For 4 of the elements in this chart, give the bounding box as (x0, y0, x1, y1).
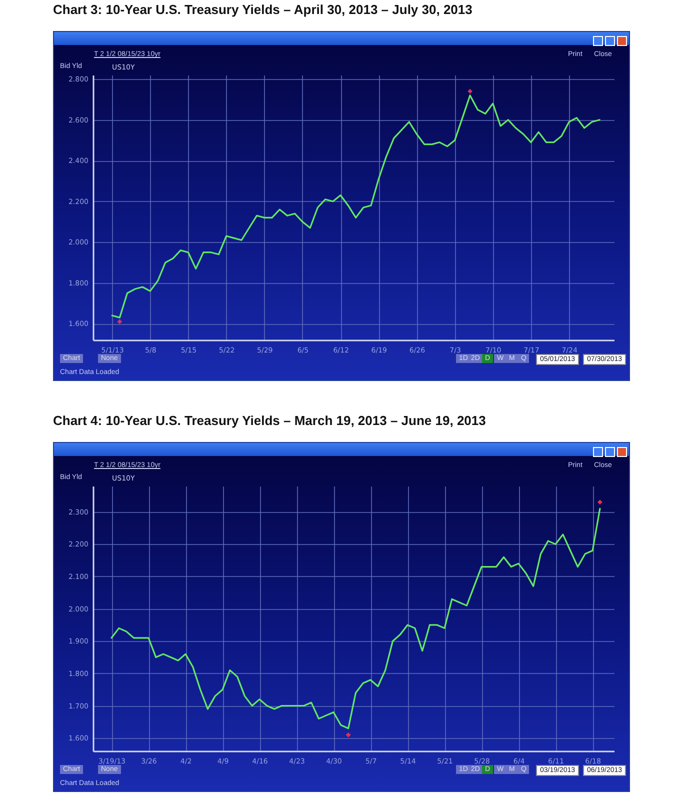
line-series (110, 508, 601, 730)
line-series (111, 94, 600, 318)
chart-title: Chart 3: 10-Year U.S. Treasury Yields – April 30, 2013 – July 30, 2013 (53, 2, 472, 17)
chart-title: Chart 4: 10-Year U.S. Treasury Yields – March 19, 2013 – June 19, 2013 (53, 413, 486, 428)
